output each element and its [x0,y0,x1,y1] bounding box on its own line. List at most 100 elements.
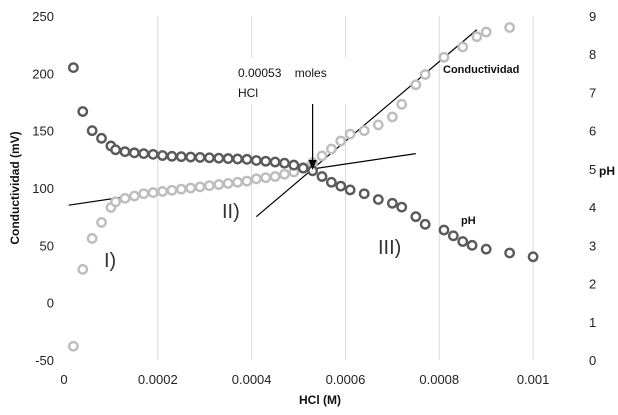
conductividad-point [86,233,98,244]
conductividad-point [279,168,290,180]
y2-tick-label: 3 [589,238,596,253]
y2-tick-label: 8 [589,47,596,62]
ph-point [157,150,168,161]
conductividad-point [157,186,168,197]
ph-point [194,152,206,163]
ph-point [232,153,243,165]
ph-point [335,180,347,192]
conductividad-point [386,111,398,123]
ph-point [110,144,122,156]
conductividad-point [438,51,450,63]
region-label-1: I) [104,250,116,272]
x-axis-title: HCl (M) [299,393,341,407]
conductividad-point [147,187,159,198]
y-tick-label: 0 [47,296,54,311]
conductividad-point [213,179,225,190]
ph-point [250,155,262,166]
y-tick-label: -50 [35,353,54,368]
conductividad-point [260,172,272,184]
axes: Conductividad (mV) pH HCl (M) 0 0.0002 0.0… [8,9,615,407]
y-tick-label: 150 [32,124,54,139]
annotations: 0.00053 moles HCl Conductividad pH I) II… [104,58,519,272]
ph-point [241,153,253,165]
y2-tick-label: 6 [589,124,596,139]
ph-point [128,147,140,159]
fit-lines [68,29,478,218]
ph-point [260,155,272,167]
ph-point [466,239,478,251]
ph-point [386,197,398,209]
conductividad-point [269,171,281,182]
conductividad-point [96,216,107,228]
ph-point [447,230,459,242]
ph-point [480,243,492,255]
ph-point [204,152,215,164]
x-tick-label: 0.0008 [419,372,459,387]
ph-point [527,251,539,263]
y2-tick-label: 9 [589,9,596,24]
ph-point [147,148,159,160]
region-label-3: III) [378,237,401,259]
conductividad-point [185,182,197,194]
conductividad-point [119,192,131,204]
ph-point [96,132,107,144]
conductividad-point [250,173,262,185]
y2-tick-label: 4 [589,200,596,215]
y-tick-label: 200 [32,66,54,81]
ph-point [269,156,281,168]
ph-point [316,171,328,182]
ph-point [67,62,79,73]
conductividad-point [316,150,328,162]
ph-point [297,162,309,174]
conductividad-point [358,125,370,137]
ph-point [504,247,516,259]
conductividad-point [325,143,337,155]
ph-point [396,201,408,213]
ph-point [185,151,197,163]
ph-point [358,188,370,200]
conductividad-point [335,135,347,147]
y-tick-label: 250 [32,9,54,24]
y-tick-label: 100 [32,181,54,196]
y2-tick-label: 1 [589,315,596,330]
conductividad-point [504,22,516,33]
ph-point [213,152,225,164]
x-tick-label: 0.0002 [138,372,178,387]
ph-point [438,224,450,236]
conductividad-point [110,196,122,208]
conductividad-point [128,190,140,202]
ph-point [119,146,131,158]
conductividad-point [396,98,408,110]
conductividad-point [166,184,178,196]
conductividad-point [194,181,206,193]
ph-point [344,184,356,196]
conductividad-point [204,180,215,192]
ph-point [138,148,150,160]
region-label-2: II) [222,201,240,223]
ph-point [175,151,187,163]
y2-tick-label: 5 [589,162,596,177]
conductividad-point [471,31,483,43]
x-tick-label: 0.0004 [232,372,272,387]
conductividad-point [457,41,469,53]
ph-point [86,125,98,137]
ph-point [222,153,234,164]
conductividad-point [241,175,253,187]
ph-point [457,236,469,247]
conductividad-point [410,79,422,91]
y2-tick-label: 7 [589,85,596,100]
x-tick-label: 0.001 [517,372,550,387]
ph-point [279,157,290,169]
conductividad-point [175,183,187,195]
conductividad-point [372,119,384,131]
conductividad-point [480,26,492,38]
ph-point [77,106,89,117]
conductividad-point [77,264,89,275]
equivalence-callout-box [228,58,356,104]
ph-point [288,159,300,171]
ph-point [325,176,337,188]
y2-tick-label: 0 [589,353,596,368]
series-label-conductividad: Conductividad [443,64,519,76]
